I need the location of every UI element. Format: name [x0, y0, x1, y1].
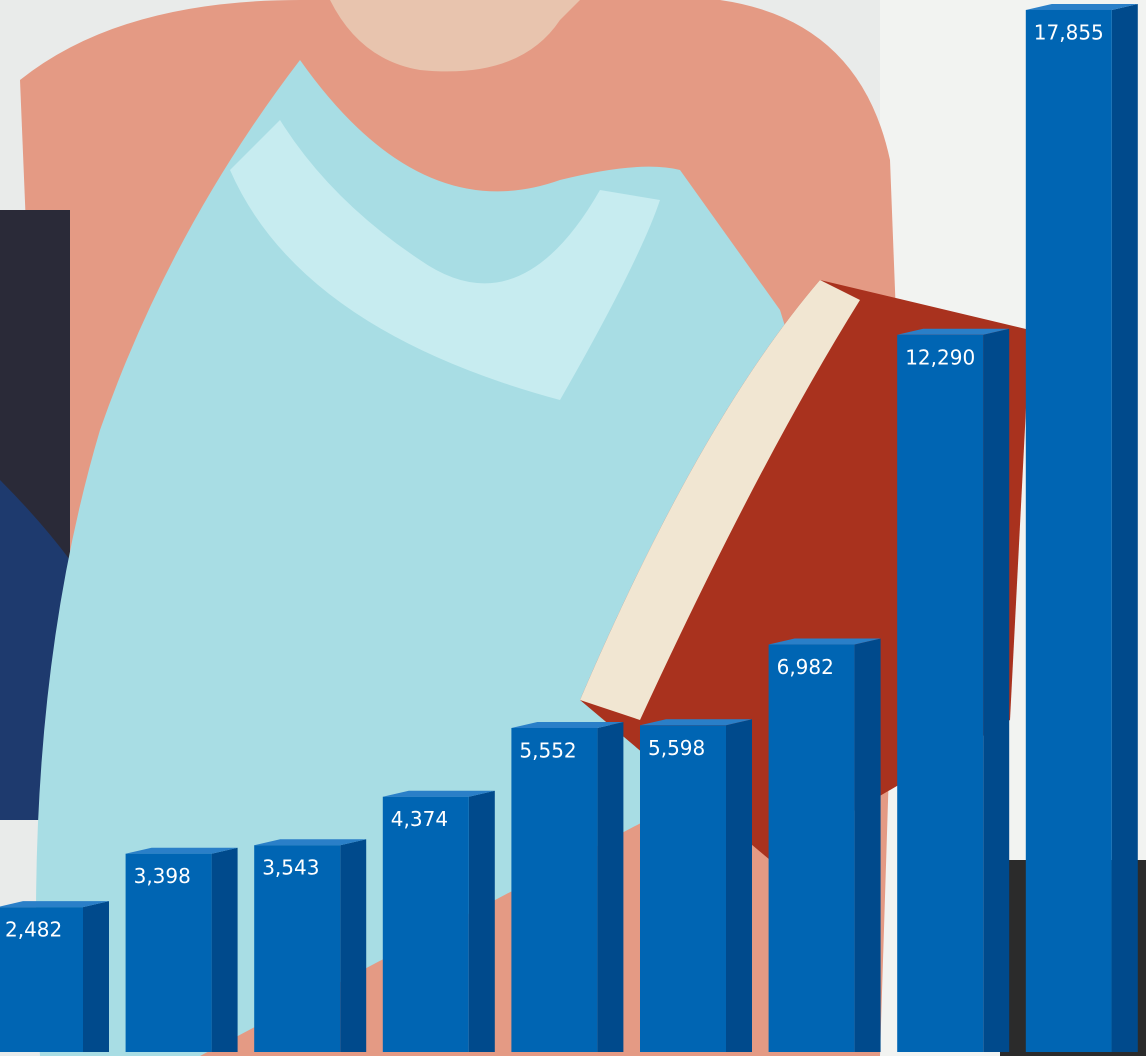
bar-top [897, 328, 1010, 335]
value-label: 17,855 [1034, 20, 1104, 44]
bar-top [125, 847, 238, 854]
value-label: 12,290 [905, 345, 975, 369]
bar [897, 334, 984, 1052]
bar [768, 644, 855, 1052]
bar-side [983, 328, 1010, 1052]
bar [382, 796, 469, 1052]
bar-side [468, 790, 495, 1052]
value-label: 5,552 [519, 738, 576, 762]
bars: 2,482 3,398 3,543 4,374 5,552 5,598 6,982 12,29… [0, 3, 1138, 1053]
bar-top [254, 839, 367, 846]
bar-side [83, 901, 109, 1052]
bar [511, 727, 598, 1052]
bar-top [511, 721, 624, 728]
bar-side [597, 721, 624, 1052]
value-label: 2,482 [5, 918, 62, 942]
bar-top [640, 719, 752, 726]
bar [254, 845, 341, 1052]
bar-side [211, 847, 238, 1052]
bar-side [726, 719, 752, 1052]
bar-side [1111, 3, 1138, 1053]
bar-top [0, 901, 109, 908]
bar-top [1025, 3, 1138, 10]
value-label: 5,598 [648, 736, 705, 760]
value-label: 3,543 [262, 856, 319, 880]
value-label: 3,398 [134, 864, 191, 888]
value-label: 4,374 [391, 807, 448, 831]
bar [640, 725, 726, 1052]
bar [1025, 9, 1112, 1053]
value-label: 6,982 [777, 655, 834, 679]
bar-side [340, 839, 367, 1052]
bar-top [382, 790, 495, 797]
bar [125, 853, 212, 1052]
bar-side [854, 638, 881, 1052]
bar-top [768, 638, 881, 645]
bar [0, 907, 83, 1052]
